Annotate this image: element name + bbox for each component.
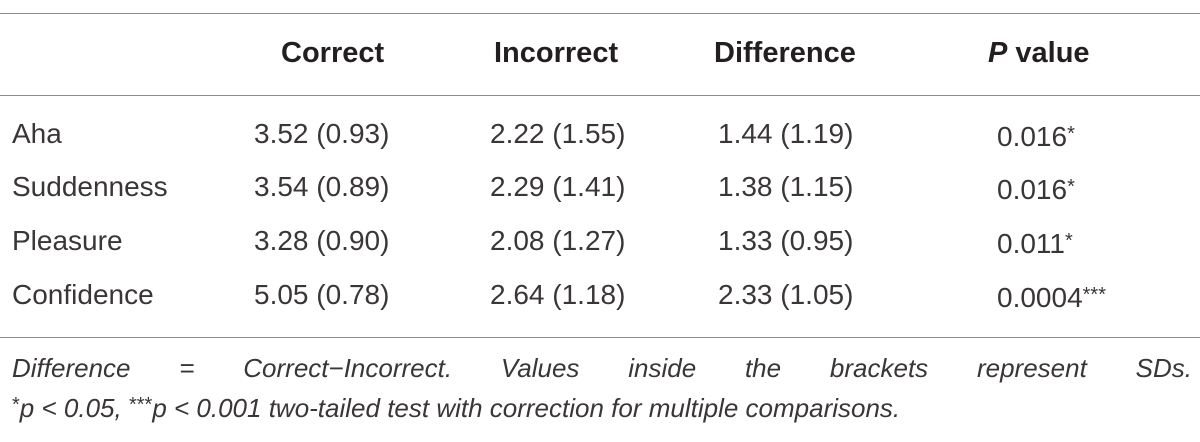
footnote-text-part2: p < 0.001 two-tailed test with correctio…: [152, 393, 901, 423]
cell-difference: 2.33 (1.05): [718, 279, 854, 310]
cell-p-value: 0.0004***: [997, 275, 1106, 318]
footnote-word: Correct−Incorrect.: [243, 353, 453, 383]
footnote-star-single: *: [12, 394, 20, 416]
significance-stars: *: [1065, 230, 1073, 252]
table-row: Aha 3.52 (0.93) 2.22 (1.55) 1.44 (1.19) …: [0, 114, 1200, 154]
header-p-rest: value: [1007, 37, 1090, 69]
footnote-word: brackets: [829, 353, 929, 383]
header-p-value: P value: [988, 33, 1090, 73]
row-label: Suddenness: [12, 171, 168, 202]
row-label: Pleasure: [12, 225, 123, 256]
significance-stars: *: [1067, 176, 1075, 198]
cell-p-value: 0.016*: [997, 114, 1075, 157]
cell-difference: 1.38 (1.15): [718, 171, 854, 202]
p-number: 0.016: [997, 174, 1068, 205]
footnote-word: Difference: [12, 353, 131, 383]
header-p-italic: P: [988, 37, 1008, 69]
footnote-word: the: [744, 353, 782, 383]
significance-stars: ***: [1082, 284, 1106, 306]
cell-correct: 3.54 (0.89): [254, 171, 390, 202]
cell-p-value: 0.016*: [997, 167, 1075, 210]
table-bottom-rule: [0, 337, 1200, 338]
table-header-rule: [0, 95, 1200, 96]
p-number: 0.011: [997, 228, 1065, 259]
row-label: Aha: [12, 118, 62, 149]
header-incorrect: Incorrect: [494, 37, 619, 69]
footnote-word: Values: [500, 353, 580, 383]
cell-incorrect: 2.64 (1.18): [490, 279, 626, 310]
cell-incorrect: 2.22 (1.55): [490, 118, 626, 149]
footnote-word: =: [179, 353, 195, 383]
table-row: Pleasure 3.28 (0.90) 2.08 (1.27) 1.33 (0…: [0, 221, 1200, 261]
footnote-line-2: *p < 0.05, ***p < 0.001 two-tailed test …: [12, 387, 1192, 427]
cell-correct: 3.52 (0.93): [254, 118, 390, 149]
footnote-word: SDs.: [1135, 353, 1192, 383]
table-row: Confidence 5.05 (0.78) 2.64 (1.18) 2.33 …: [0, 275, 1200, 315]
significance-stars: *: [1067, 123, 1075, 145]
table-top-rule: [0, 13, 1200, 14]
row-label: Confidence: [12, 279, 154, 310]
cell-difference: 1.44 (1.19): [718, 118, 854, 149]
table-footnote: Difference = Correct−Incorrect. Values i…: [12, 350, 1192, 427]
cell-correct: 5.05 (0.78): [254, 279, 390, 310]
p-number: 0.016: [997, 121, 1068, 152]
cell-correct: 3.28 (0.90): [254, 225, 390, 256]
footnote-star-triple: ***: [128, 394, 153, 416]
p-number: 0.0004: [997, 282, 1083, 313]
cell-incorrect: 2.08 (1.27): [490, 225, 626, 256]
cell-incorrect: 2.29 (1.41): [490, 171, 626, 202]
cell-difference: 1.33 (0.95): [718, 225, 854, 256]
footnote-text-part1: p < 0.05,: [19, 393, 129, 423]
footnote-line-1: Difference = Correct−Incorrect. Values i…: [12, 350, 1192, 387]
footnote-word: represent: [976, 353, 1087, 383]
header-difference: Difference: [714, 37, 856, 69]
cell-p-value: 0.011*: [997, 221, 1073, 264]
table-row: Suddenness 3.54 (0.89) 2.29 (1.41) 1.38 …: [0, 167, 1200, 207]
footnote-word: inside: [628, 353, 697, 383]
header-correct: Correct: [281, 37, 385, 69]
